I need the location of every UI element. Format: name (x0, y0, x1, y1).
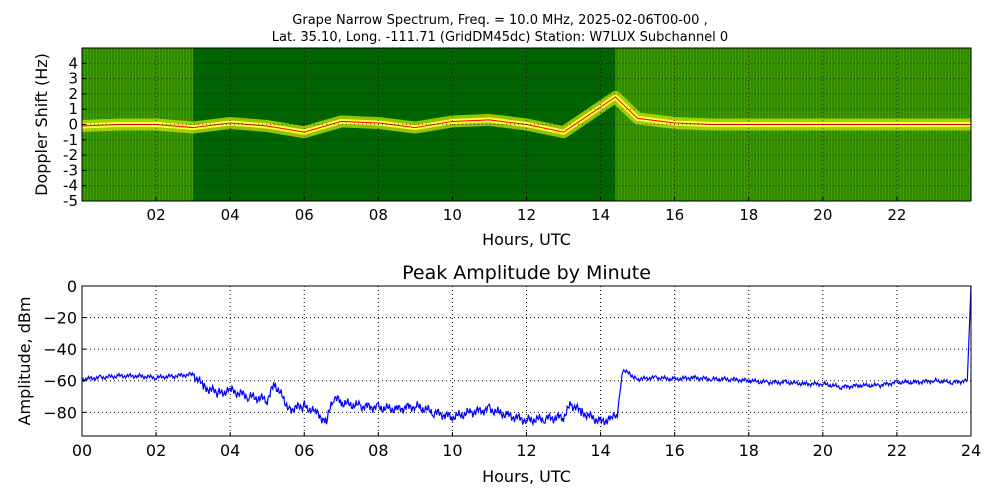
amplitude-series-line (81, 285, 972, 427)
spectrum-x-tick-label: 20 (813, 206, 832, 224)
amplitude-x-tick-label: 12 (516, 441, 536, 460)
spectrum-y-tick-label: 2 (68, 85, 78, 103)
amplitude-x-tick-label: 08 (368, 441, 388, 460)
amplitude-y-tick-label: −60 (43, 372, 77, 391)
spectrum-y-tick-label: 0 (68, 116, 78, 134)
amplitude-x-tick-label: 10 (442, 441, 462, 460)
spectrum-y-tick-label: -5 (63, 192, 78, 210)
amplitude-x-axis-label: Hours, UTC (482, 467, 571, 486)
spectrum-x-tick-label: 12 (517, 206, 536, 224)
spectrum-x-tick-label: 06 (295, 206, 314, 224)
spectrum-x-tick-label: 14 (591, 206, 610, 224)
spectrum-x-tick-label: 04 (221, 206, 240, 224)
amplitude-y-tick-label: −80 (43, 403, 77, 422)
amplitude-y-tick-label: −20 (43, 309, 77, 328)
amplitude-x-tick-label: 16 (664, 441, 684, 460)
amplitude-x-tick-label: 24 (961, 441, 981, 460)
amplitude-chart: 00 02 04 06 08 10 12 14 16 18 20 22 24 0 −20 −40 −60 −80 P… (15, 262, 981, 486)
spectrum-title-line-1: Grape Narrow Spectrum, Freq. = 10.0 MHz,… (292, 13, 708, 28)
spectrum-y-tick-label: -3 (63, 161, 78, 179)
spectrum-x-axis-label: Hours, UTC (482, 230, 571, 249)
amplitude-x-tick-label: 20 (813, 441, 833, 460)
amplitude-plot-area (82, 286, 971, 436)
spectrum-y-axis-label: Doppler Shift (Hz) (32, 53, 51, 196)
spectrum-x-tick-label: 10 (443, 206, 462, 224)
spectrum-title-line-2: Lat. 35.10, Long. -111.71 (GridDM45dc) S… (271, 30, 729, 45)
amplitude-x-tick-label: 22 (887, 441, 907, 460)
spectrum-x-tick-label: 08 (369, 206, 388, 224)
amplitude-x-tick-label: 04 (220, 441, 240, 460)
amplitude-x-tick-label: 02 (146, 441, 166, 460)
amplitude-x-tick-label: 14 (590, 441, 610, 460)
amplitude-y-tick-label: 0 (67, 277, 77, 296)
amplitude-y-tick-label: −40 (43, 340, 77, 359)
spectrum-x-tick-label: 02 (147, 206, 166, 224)
spectrum-y-tick-label: 3 (68, 70, 78, 88)
amplitude-x-tick-label: 18 (739, 441, 759, 460)
spectrum-y-tick-label: -1 (63, 131, 78, 149)
spectrum-x-tick-label: 18 (739, 206, 758, 224)
amplitude-chart-title: Peak Amplitude by Minute (402, 262, 651, 284)
amplitude-y-axis-label: Amplitude, dBm (15, 297, 34, 426)
doppler-spectrum-chart: 02 04 06 08 10 12 14 16 18 20 2243210-1-2-3-4-5Hou… (32, 47, 972, 249)
spectrum-y-tick-label: -2 (63, 146, 78, 164)
amplitude-x-tick-label: 00 (72, 441, 92, 460)
amplitude-x-tick-label: 06 (294, 441, 314, 460)
spectrum-y-tick-label: -4 (63, 177, 78, 195)
spectrum-x-tick-label: 22 (887, 206, 906, 224)
spectrum-x-tick-label: 16 (665, 206, 684, 224)
spectrum-y-tick-label: 4 (68, 54, 78, 72)
spectrum-y-tick-label: 1 (68, 100, 78, 118)
